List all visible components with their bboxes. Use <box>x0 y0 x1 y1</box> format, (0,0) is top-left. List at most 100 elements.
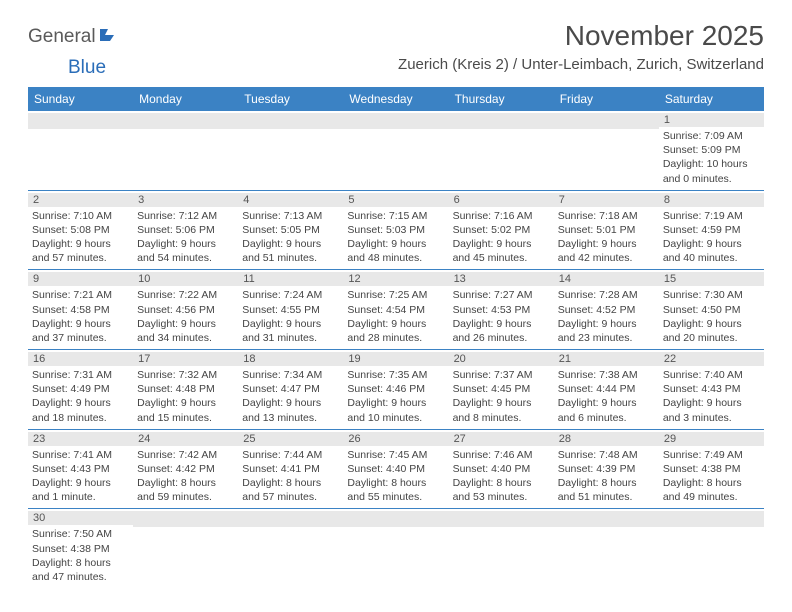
daylight-text: Daylight: 9 hours and 48 minutes. <box>347 237 444 265</box>
day-number: 3 <box>133 193 238 207</box>
day-details: Sunrise: 7:10 AMSunset: 5:08 PMDaylight:… <box>32 209 129 266</box>
day-number <box>343 113 448 129</box>
sunset-text: Sunset: 4:54 PM <box>347 303 444 317</box>
day-cell: 18Sunrise: 7:34 AMSunset: 4:47 PMDayligh… <box>238 350 343 429</box>
day-details: Sunrise: 7:21 AMSunset: 4:58 PMDaylight:… <box>32 288 129 345</box>
sunrise-text: Sunrise: 7:34 AM <box>242 368 339 382</box>
daylight-text: Daylight: 9 hours and 54 minutes. <box>137 237 234 265</box>
day-number: 10 <box>133 272 238 286</box>
sunrise-text: Sunrise: 7:27 AM <box>453 288 550 302</box>
sunset-text: Sunset: 4:47 PM <box>242 382 339 396</box>
day-details: Sunrise: 7:30 AMSunset: 4:50 PMDaylight:… <box>663 288 760 345</box>
sunset-text: Sunset: 5:06 PM <box>137 223 234 237</box>
day-cell <box>554 111 659 190</box>
day-cell: 19Sunrise: 7:35 AMSunset: 4:46 PMDayligh… <box>343 350 448 429</box>
sunset-text: Sunset: 4:56 PM <box>137 303 234 317</box>
day-number: 15 <box>659 272 764 286</box>
day-number <box>133 511 238 527</box>
day-cell: 26Sunrise: 7:45 AMSunset: 4:40 PMDayligh… <box>343 430 448 509</box>
day-details: Sunrise: 7:22 AMSunset: 4:56 PMDaylight:… <box>137 288 234 345</box>
week-row: 30Sunrise: 7:50 AMSunset: 4:38 PMDayligh… <box>28 509 764 588</box>
day-number: 21 <box>554 352 659 366</box>
daylight-text: Daylight: 8 hours and 51 minutes. <box>558 476 655 504</box>
day-number: 8 <box>659 193 764 207</box>
sunset-text: Sunset: 4:40 PM <box>347 462 444 476</box>
sunrise-text: Sunrise: 7:48 AM <box>558 448 655 462</box>
day-cell <box>28 111 133 190</box>
day-cell <box>133 111 238 190</box>
sunset-text: Sunset: 4:41 PM <box>242 462 339 476</box>
day-number: 1 <box>659 113 764 127</box>
day-cell: 30Sunrise: 7:50 AMSunset: 4:38 PMDayligh… <box>28 509 133 588</box>
day-cell: 21Sunrise: 7:38 AMSunset: 4:44 PMDayligh… <box>554 350 659 429</box>
day-details: Sunrise: 7:44 AMSunset: 4:41 PMDaylight:… <box>242 448 339 505</box>
sunrise-text: Sunrise: 7:25 AM <box>347 288 444 302</box>
daylight-text: Daylight: 9 hours and 42 minutes. <box>558 237 655 265</box>
sunset-text: Sunset: 5:02 PM <box>453 223 550 237</box>
logo: General <box>28 20 124 48</box>
day-cell: 5Sunrise: 7:15 AMSunset: 5:03 PMDaylight… <box>343 191 448 270</box>
daylight-text: Daylight: 9 hours and 23 minutes. <box>558 317 655 345</box>
sunrise-text: Sunrise: 7:46 AM <box>453 448 550 462</box>
daylight-text: Daylight: 10 hours and 0 minutes. <box>663 157 760 185</box>
day-number: 9 <box>28 272 133 286</box>
day-number <box>659 511 764 527</box>
sunrise-text: Sunrise: 7:41 AM <box>32 448 129 462</box>
day-details: Sunrise: 7:49 AMSunset: 4:38 PMDaylight:… <box>663 448 760 505</box>
day-number <box>133 113 238 129</box>
sunrise-text: Sunrise: 7:37 AM <box>453 368 550 382</box>
day-details: Sunrise: 7:42 AMSunset: 4:42 PMDaylight:… <box>137 448 234 505</box>
day-number: 7 <box>554 193 659 207</box>
day-cell <box>133 509 238 588</box>
day-header-thu: Thursday <box>449 87 554 111</box>
day-number: 13 <box>449 272 554 286</box>
day-cell <box>449 509 554 588</box>
day-number: 30 <box>28 511 133 525</box>
daylight-text: Daylight: 9 hours and 34 minutes. <box>137 317 234 345</box>
sunset-text: Sunset: 4:38 PM <box>663 462 760 476</box>
day-header-row: Sunday Monday Tuesday Wednesday Thursday… <box>28 87 764 111</box>
calendar-body: 1 Sunrise: 7:09 AMSunset: 5:09 PMDaylight… <box>28 111 764 588</box>
sunrise-text: Sunrise: 7:49 AM <box>663 448 760 462</box>
day-details: Sunrise: 7:13 AMSunset: 5:05 PMDaylight:… <box>242 209 339 266</box>
daylight-text: Daylight: 9 hours and 40 minutes. <box>663 237 760 265</box>
day-details: Sunrise: 7:09 AMSunset: 5:09 PMDaylight:… <box>663 129 760 186</box>
day-cell: 16Sunrise: 7:31 AMSunset: 4:49 PMDayligh… <box>28 350 133 429</box>
sunrise-text: Sunrise: 7:21 AM <box>32 288 129 302</box>
sunset-text: Sunset: 4:44 PM <box>558 382 655 396</box>
sunset-text: Sunset: 4:42 PM <box>137 462 234 476</box>
day-number: 22 <box>659 352 764 366</box>
title-block: November 2025 Zuerich (Kreis 2) / Unter-… <box>398 20 764 73</box>
daylight-text: Daylight: 9 hours and 1 minute. <box>32 476 129 504</box>
day-cell: 24Sunrise: 7:42 AMSunset: 4:42 PMDayligh… <box>133 430 238 509</box>
day-number: 12 <box>343 272 448 286</box>
sunrise-text: Sunrise: 7:42 AM <box>137 448 234 462</box>
sunrise-text: Sunrise: 7:28 AM <box>558 288 655 302</box>
sunset-text: Sunset: 4:40 PM <box>453 462 550 476</box>
daylight-text: Daylight: 9 hours and 10 minutes. <box>347 396 444 424</box>
day-cell: 28Sunrise: 7:48 AMSunset: 4:39 PMDayligh… <box>554 430 659 509</box>
day-number: 26 <box>343 432 448 446</box>
day-cell <box>238 111 343 190</box>
day-number <box>238 511 343 527</box>
day-cell: 23Sunrise: 7:41 AMSunset: 4:43 PMDayligh… <box>28 430 133 509</box>
sunrise-text: Sunrise: 7:38 AM <box>558 368 655 382</box>
sunrise-text: Sunrise: 7:50 AM <box>32 527 129 541</box>
sunrise-text: Sunrise: 7:15 AM <box>347 209 444 223</box>
day-cell: 22Sunrise: 7:40 AMSunset: 4:43 PMDayligh… <box>659 350 764 429</box>
day-cell: 15 Sunrise: 7:30 AMSunset: 4:50 PMDayligh… <box>659 270 764 349</box>
day-cell <box>449 111 554 190</box>
logo-text-general: General <box>28 26 96 48</box>
sunset-text: Sunset: 4:53 PM <box>453 303 550 317</box>
day-cell: 27Sunrise: 7:46 AMSunset: 4:40 PMDayligh… <box>449 430 554 509</box>
sunset-text: Sunset: 4:59 PM <box>663 223 760 237</box>
daylight-text: Daylight: 9 hours and 3 minutes. <box>663 396 760 424</box>
day-number: 2 <box>28 193 133 207</box>
week-row: 16Sunrise: 7:31 AMSunset: 4:49 PMDayligh… <box>28 350 764 430</box>
day-number: 11 <box>238 272 343 286</box>
day-cell <box>659 509 764 588</box>
daylight-text: Daylight: 9 hours and 37 minutes. <box>32 317 129 345</box>
day-number: 19 <box>343 352 448 366</box>
day-cell: 10 Sunrise: 7:22 AMSunset: 4:56 PMDayligh… <box>133 270 238 349</box>
sunset-text: Sunset: 4:58 PM <box>32 303 129 317</box>
